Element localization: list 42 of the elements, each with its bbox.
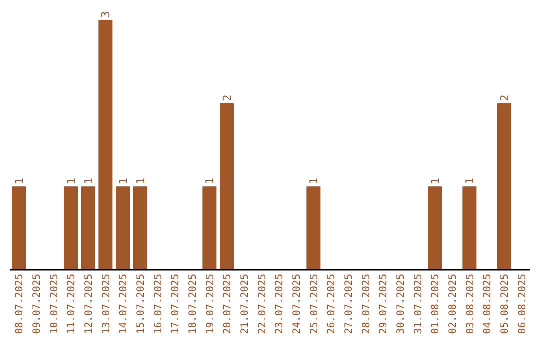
x-tick-label: 14.07.2025 [118, 274, 130, 334]
x-tick-label: 05.08.2025 [500, 274, 511, 334]
x-tick-label: 13.07.2025 [101, 274, 112, 334]
x-tick-label: 10.07.2025 [49, 274, 60, 334]
x-tick-label: 15.07.2025 [136, 274, 147, 334]
x-tick-label: 04.08.2025 [482, 274, 494, 334]
data-label: 3 [100, 11, 113, 18]
x-tick-label: 17.07.2025 [170, 274, 182, 334]
x-tick-label: 28.07.2025 [361, 274, 372, 334]
x-tick-label: 03.08.2025 [465, 274, 476, 334]
x-tick-label: 09.07.2025 [32, 274, 43, 334]
data-label: 1 [117, 178, 130, 185]
x-tick-label: 30.07.2025 [396, 274, 407, 334]
data-label: 1 [13, 178, 26, 185]
x-tick-label: 06.08.2025 [517, 274, 528, 334]
x-tick-label: 19.07.2025 [205, 274, 216, 334]
data-label: 1 [429, 178, 442, 185]
x-tick-label: 27.07.2025 [344, 274, 355, 334]
x-tick-label: 24.07.2025 [292, 274, 303, 334]
data-label: 2 [221, 94, 234, 102]
data-label: 1 [134, 178, 148, 185]
data-label: 1 [464, 178, 477, 185]
data-label: 2 [498, 94, 512, 102]
x-tick-label: 08.07.2025 [14, 274, 26, 334]
x-tick-label: 12.07.2025 [84, 274, 95, 334]
x-tick-label: 23.07.2025 [274, 274, 286, 334]
data-label: 1 [308, 178, 321, 185]
x-tick-label: 21.07.2025 [240, 274, 251, 334]
data-label: 1 [65, 178, 78, 185]
x-tick-label: 01.08.2025 [430, 274, 442, 334]
x-tick-label: 11.07.2025 [66, 274, 78, 334]
x-tick-label: 20.07.2025 [222, 274, 234, 334]
data-label: 1 [204, 178, 217, 185]
data-label: 1 [82, 178, 96, 185]
x-tick-label: 29.07.2025 [378, 274, 390, 334]
x-tick-label: 18.07.2025 [188, 274, 199, 334]
x-tick-label: 26.07.2025 [326, 274, 338, 334]
x-tick-label: 31.07.2025 [413, 274, 424, 334]
x-tick-label: 02.08.2025 [448, 274, 459, 334]
x-tick-label: 22.07.2025 [257, 274, 268, 334]
x-tick-label: 25.07.2025 [309, 274, 320, 334]
x-tick-label: 16.07.2025 [153, 274, 164, 334]
